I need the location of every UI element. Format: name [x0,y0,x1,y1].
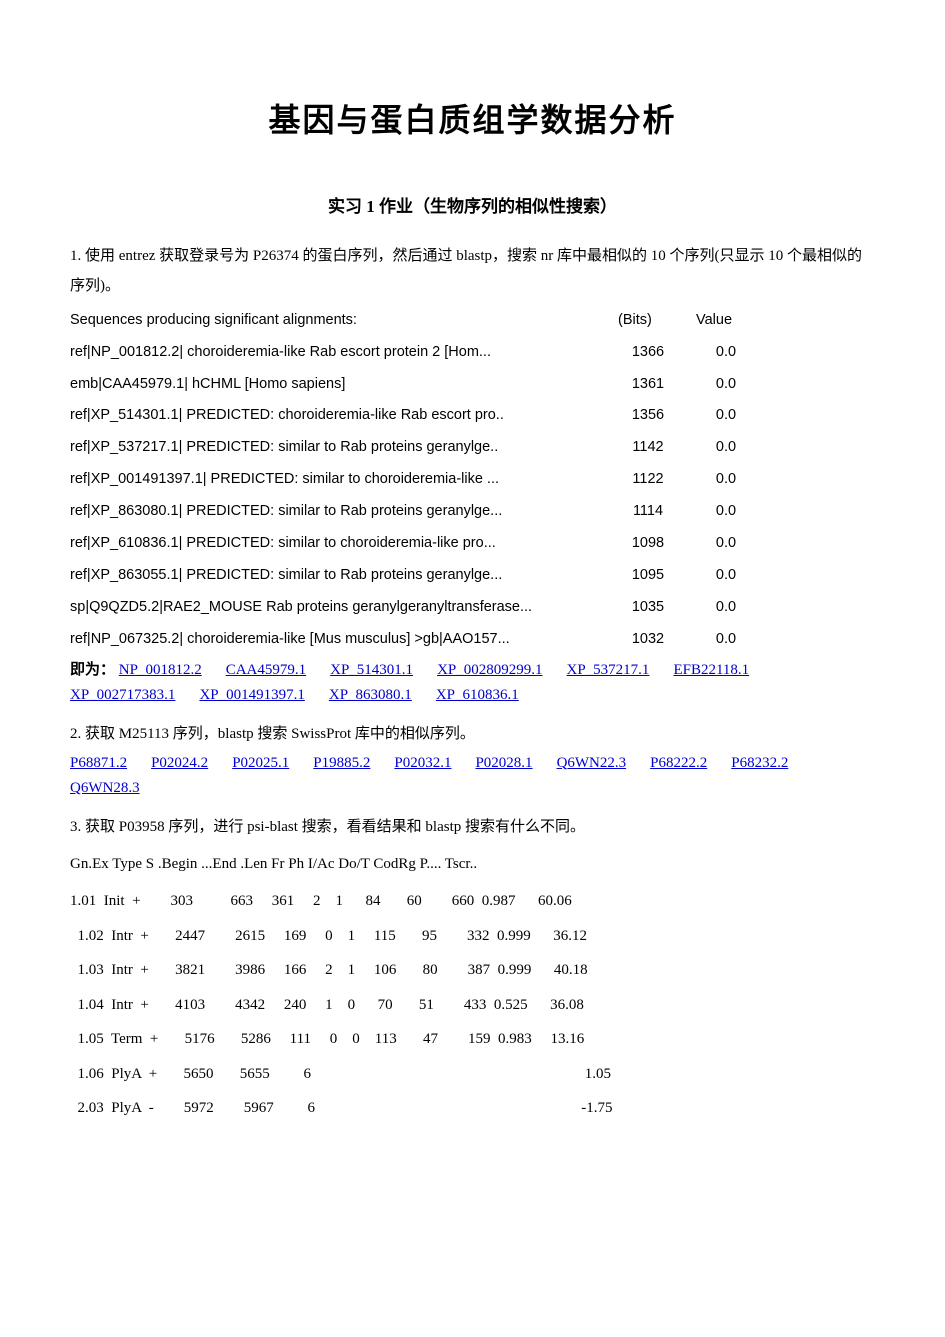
accession-link[interactable]: P68222.2 [650,751,707,777]
alignment-value: 0.0 [696,369,756,401]
alignment-bits: 1366 [618,337,678,369]
alignment-value: 0.0 [696,560,756,592]
accession-link[interactable]: XP_610836.1 [436,683,519,709]
accession-link[interactable]: P02028.1 [475,751,532,777]
alignment-header-bits: (Bits) [618,307,678,335]
alignment-row: ref|XP_863080.1| PREDICTED: similar to R… [70,496,875,528]
alignment-table: ref|NP_001812.2| choroideremia-like Rab … [70,337,875,656]
alignment-value: 0.0 [696,624,756,656]
accession-link[interactable]: XP_002809299.1 [437,658,542,684]
alignment-bits: 1032 [618,624,678,656]
alignment-value: 0.0 [696,528,756,560]
alignment-value: 0.0 [696,496,756,528]
alignment-desc: ref|NP_067325.2| choroideremia-like [Mus… [70,624,600,656]
subtitle: 实习 1 作业（生物序列的相似性搜索） [70,191,875,223]
accession-link[interactable]: XP_537217.1 [567,658,650,684]
accession-link[interactable]: XP_002717383.1 [70,683,175,709]
alignment-row: ref|XP_001491397.1| PREDICTED: similar t… [70,464,875,496]
accession-link[interactable]: P68871.2 [70,751,127,777]
alignment-row: ref|XP_514301.1| PREDICTED: choroideremi… [70,400,875,432]
alignment-desc: ref|XP_537217.1| PREDICTED: similar to R… [70,432,600,464]
alignment-row: ref|NP_067325.2| choroideremia-like [Mus… [70,624,875,656]
question-1: 1. 使用 entrez 获取登录号为 P26374 的蛋白序列，然后通过 bl… [70,241,875,301]
psi-blast-table: 1.01 Init + 303 663 361 2 1 84 60 660 0.… [70,884,875,1126]
answer-2-links: P68871.2 P02024.2 P02025.1 P19885.2 P02032.1… [70,751,875,802]
alignment-row: emb|CAA45979.1| hCHML [Homo sapiens] 1361… [70,369,875,401]
alignment-desc: ref|XP_863055.1| PREDICTED: similar to R… [70,560,600,592]
alignment-value: 0.0 [696,464,756,496]
accession-link[interactable]: EFB22118.1 [673,658,749,684]
answer-1-label: 即为： [70,662,115,678]
alignment-bits: 1142 [618,432,678,464]
accession-link[interactable]: P68232.2 [731,751,788,777]
accession-link[interactable]: P02025.1 [232,751,289,777]
accession-link[interactable]: P02032.1 [394,751,451,777]
accession-link[interactable]: Q6WN22.3 [557,751,627,777]
alignment-desc: ref|NP_001812.2| choroideremia-like Rab … [70,337,600,369]
alignment-bits: 1114 [618,496,678,528]
page-title: 基因与蛋白质组学数据分析 [70,90,875,151]
alignment-value: 0.0 [696,432,756,464]
alignment-row: ref|XP_537217.1| PREDICTED: similar to R… [70,432,875,464]
alignment-desc: emb|CAA45979.1| hCHML [Homo sapiens] [70,369,600,401]
alignment-bits: 1361 [618,369,678,401]
answer-1-links: 即为： NP_001812.2 CAA45979.1 XP_514301.1 XP_0… [70,658,875,709]
accession-link[interactable]: XP_001491397.1 [199,683,304,709]
accession-link[interactable]: XP_863080.1 [329,683,412,709]
accession-link[interactable]: XP_514301.1 [330,658,413,684]
alignment-value: 0.0 [696,592,756,624]
accession-link[interactable]: NP_001812.2 [119,658,202,684]
alignment-desc: sp|Q9QZD5.2|RAE2_MOUSE Rab proteins gera… [70,592,600,624]
alignment-bits: 1122 [618,464,678,496]
alignment-value: 0.0 [696,337,756,369]
alignment-bits: 1035 [618,592,678,624]
alignment-desc: ref|XP_514301.1| PREDICTED: choroideremi… [70,400,600,432]
accession-link[interactable]: Q6WN28.3 [70,776,140,802]
alignment-value: 0.0 [696,400,756,432]
alignment-bits: 1356 [618,400,678,432]
question-2: 2. 获取 M25113 序列，blastp 搜索 SwissProt 库中的相… [70,719,875,749]
alignment-header-label: Sequences producing significant alignmen… [70,307,600,335]
accession-link[interactable]: CAA45979.1 [226,658,306,684]
alignment-row: ref|XP_610836.1| PREDICTED: similar to c… [70,528,875,560]
question-3: 3. 获取 P03958 序列，进行 psi-blast 搜索，看看结果和 bl… [70,812,875,842]
alignment-row: sp|Q9QZD5.2|RAE2_MOUSE Rab proteins gera… [70,592,875,624]
alignment-bits: 1095 [618,560,678,592]
alignment-row: ref|NP_001812.2| choroideremia-like Rab … [70,337,875,369]
alignment-row: ref|XP_863055.1| PREDICTED: similar to R… [70,560,875,592]
alignment-header-row: Sequences producing significant alignmen… [70,307,875,335]
accession-link[interactable]: P19885.2 [313,751,370,777]
alignment-desc: ref|XP_001491397.1| PREDICTED: similar t… [70,464,600,496]
psi-blast-table-header: Gn.Ex Type S .Begin ...End .Len Fr Ph I/… [70,850,875,879]
alignment-bits: 1098 [618,528,678,560]
accession-link[interactable]: P02024.2 [151,751,208,777]
alignment-header-value: Value [696,307,756,335]
alignment-desc: ref|XP_610836.1| PREDICTED: similar to c… [70,528,600,560]
alignment-desc: ref|XP_863080.1| PREDICTED: similar to R… [70,496,600,528]
